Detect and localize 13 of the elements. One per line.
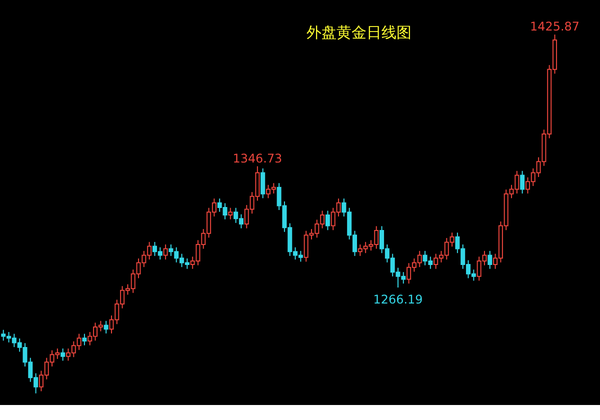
chart-title: 外盘黄金日线图 — [306, 24, 412, 42]
candlestick — [488, 250, 492, 270]
candlestick — [260, 168, 266, 199]
candlestick — [163, 244, 168, 260]
candlestick — [104, 320, 108, 334]
annotation: 1346.73 — [232, 151, 282, 166]
annotation: 1266.19 — [373, 292, 423, 306]
candlestick — [228, 207, 233, 220]
candlestick — [520, 170, 525, 194]
candlestick — [82, 333, 87, 346]
candlestick — [60, 348, 66, 362]
annotation: 1425.87 — [530, 20, 580, 34]
candlestick — [325, 210, 330, 231]
